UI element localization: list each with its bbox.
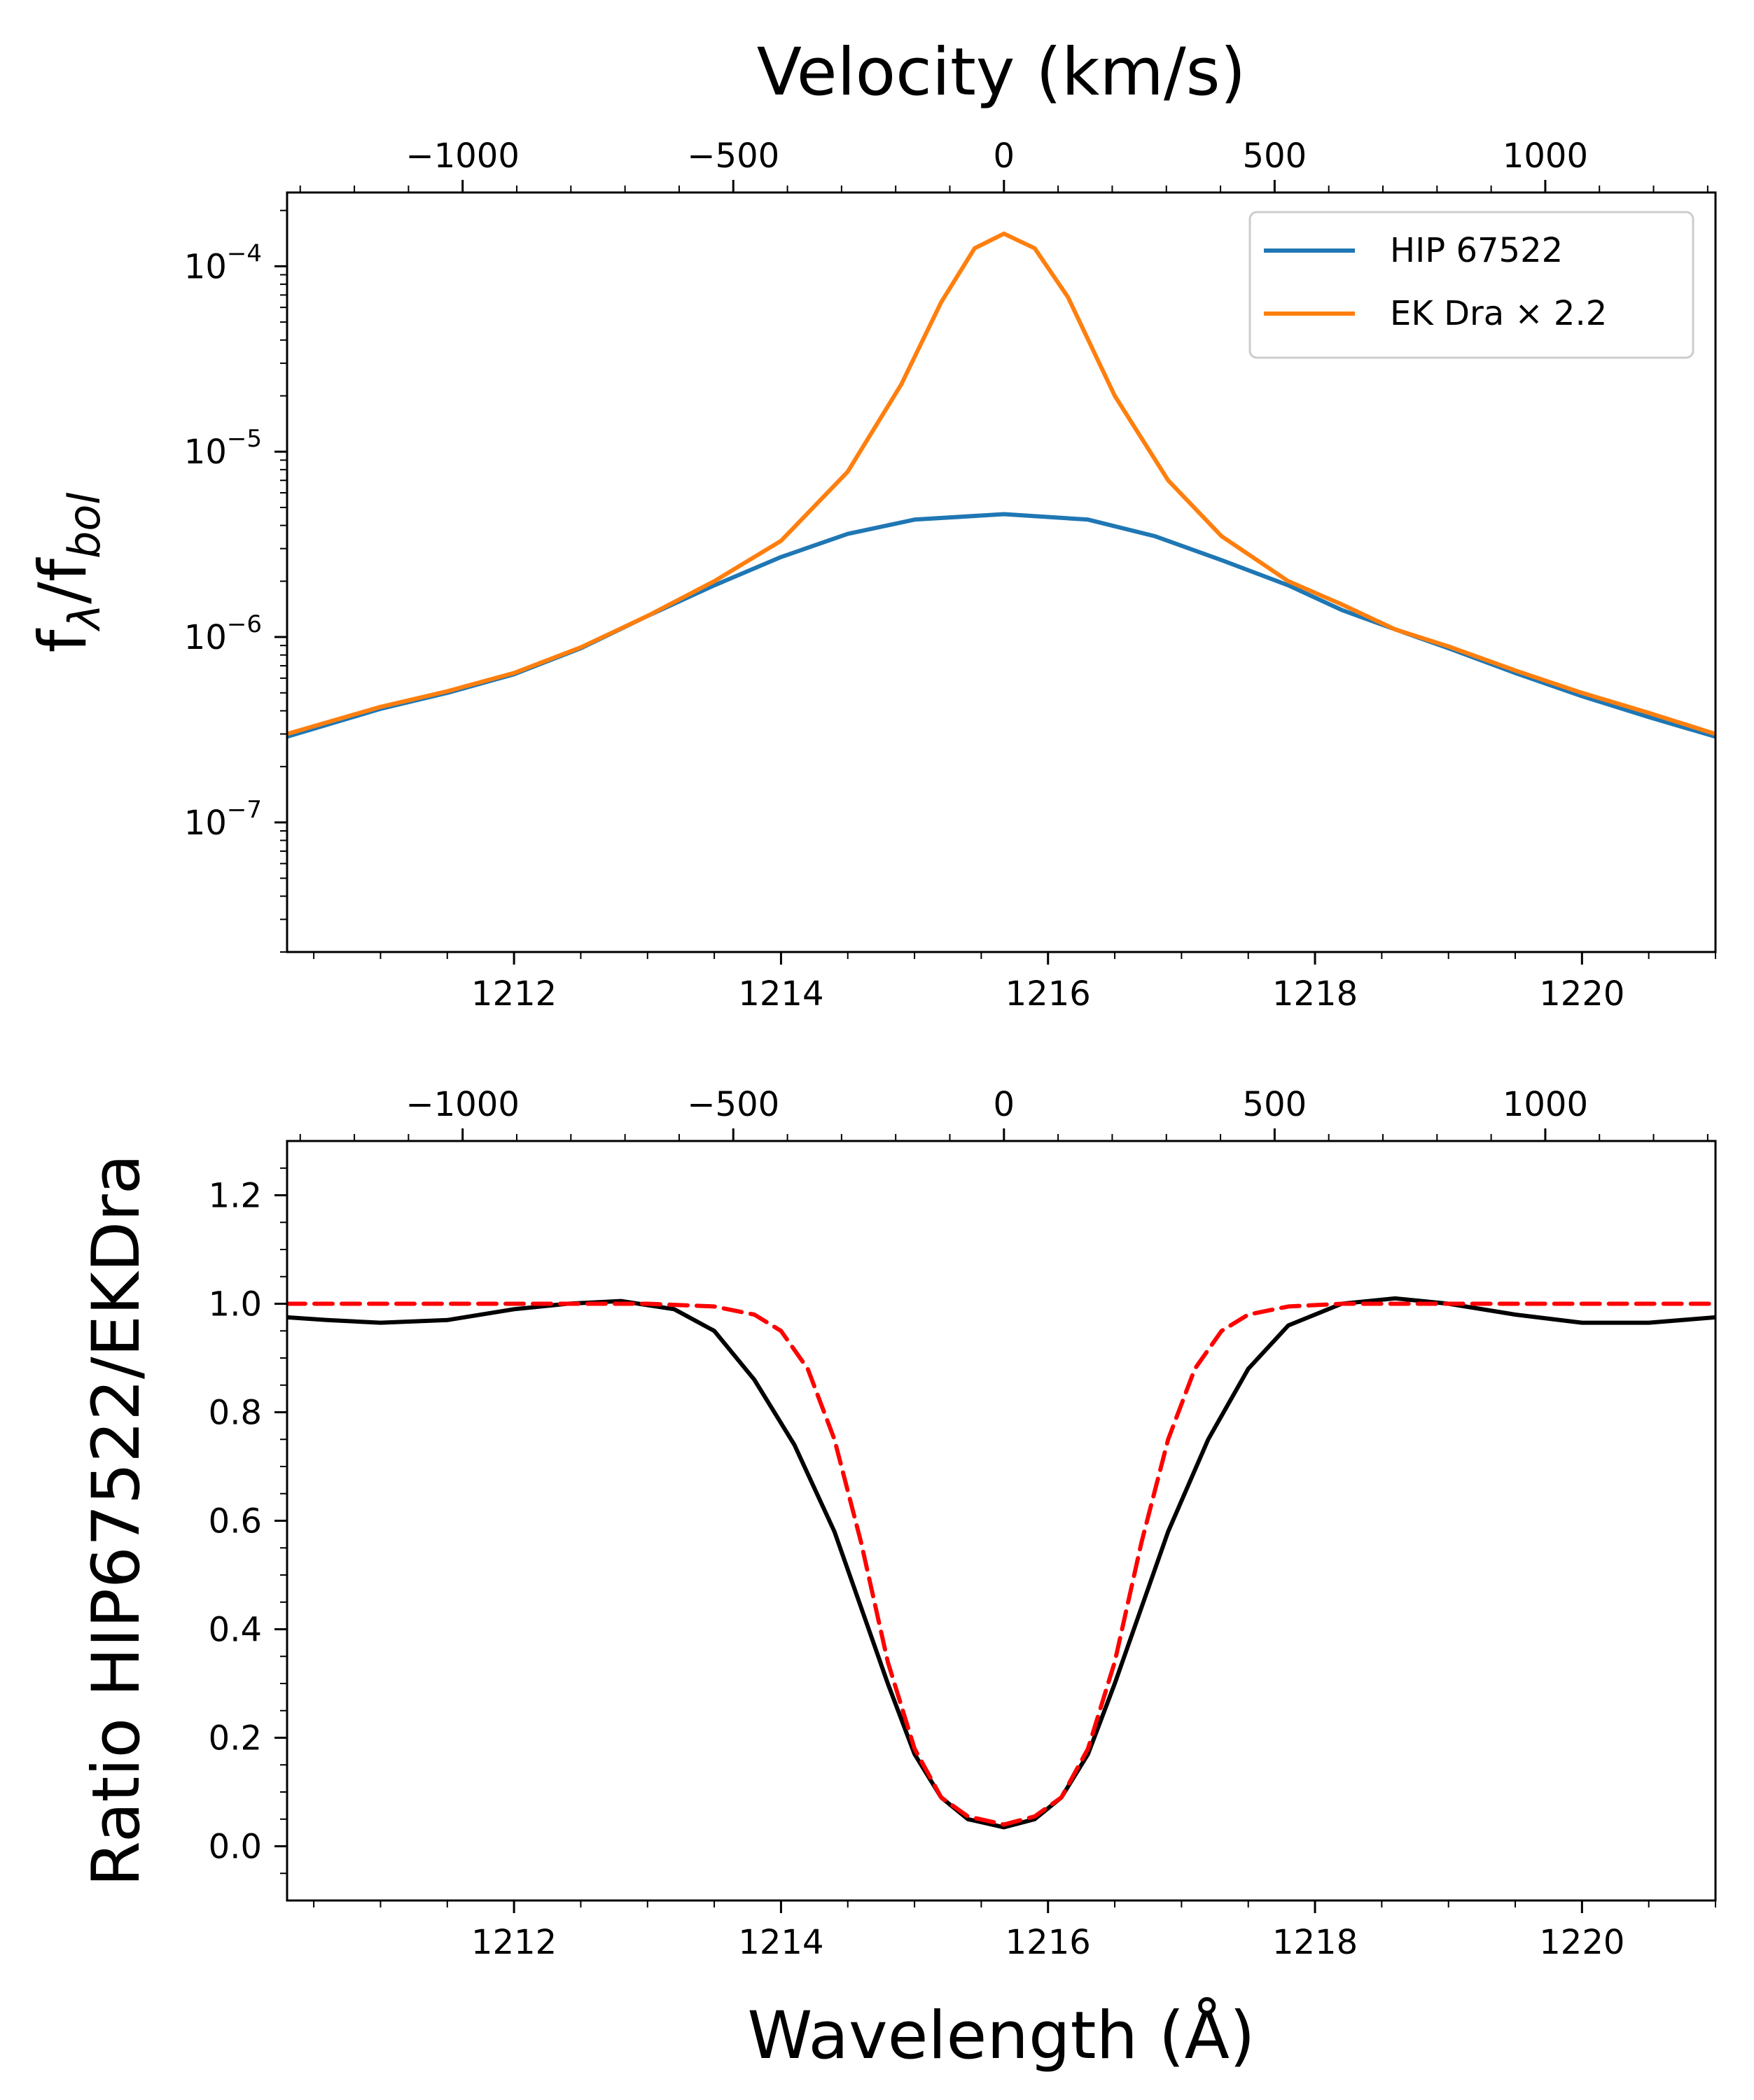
legend-box (1248, 211, 1694, 359)
bottom-panel: 1212 1214 1216 1218 1220 −1000 −500 0 500 1000 0.0… (78, 1085, 1717, 2074)
bottom-series-line-model (287, 1301, 1715, 1827)
bottom-xtick-label-1212: 1212 (471, 1923, 557, 1962)
bottom-panel-ticks (274, 1128, 1716, 1913)
bottom-xtick-label-1214: 1214 (738, 1923, 823, 1962)
top-panel-ticks (274, 180, 1716, 965)
bottom-velocity-tick-label-0: 0 (994, 1085, 1015, 1124)
top-ytick-label-3: 10−4 (184, 239, 262, 286)
bottom-velocity-tick-label--1000: −1000 (406, 1085, 520, 1124)
bottom-ytick-label-2: 0.4 (209, 1611, 262, 1650)
top-plot-frame (286, 191, 1717, 953)
top-plot-lines (287, 231, 1715, 739)
top-velocity-tick-label--1000: −1000 (406, 136, 520, 176)
bottom-ytick-label-0: 0.0 (209, 1828, 262, 1867)
top-ytick-label-2: 10−5 (184, 425, 262, 472)
top-panel-tick-labels: 1212 1214 1216 1218 1220 −1000 −500 0 500 1000 10−… (184, 136, 1625, 1014)
top-ytick-label-0: 10−7 (184, 796, 262, 843)
bottom-panel-tick-labels: 1212 1214 1216 1218 1220 −1000 −500 0 500 1000 0.0… (209, 1085, 1625, 1962)
bottom-velocity-tick-label--500: −500 (687, 1085, 779, 1124)
bottom-ytick-label-4: 0.8 (209, 1394, 262, 1433)
bottom-xtick-label-1218: 1218 (1272, 1923, 1358, 1962)
legend-label-ek-dra: EK Dra × 2.2 (1390, 294, 1607, 333)
top-velocity-tick-label--500: −500 (687, 136, 779, 176)
bottom-ytick-label-3: 0.6 (209, 1502, 262, 1541)
top-xtick-label-1218: 1218 (1272, 974, 1358, 1014)
top-velocity-axis-title: Velocity (km/s) (757, 34, 1246, 111)
bottom-plot-lines (287, 1296, 1715, 1830)
bottom-ytick-label-6: 1.2 (209, 1177, 262, 1216)
top-series-line-ek-dra-2-2 (287, 231, 1715, 736)
top-xtick-label-1212: 1212 (471, 974, 557, 1014)
bottom-ytick-label-5: 1.0 (209, 1285, 262, 1324)
bottom-ytick-label-1: 0.2 (209, 1719, 262, 1758)
bottom-y-axis-title: Ratio HIP67522/EKDra (78, 1154, 155, 1887)
legend: HIP 67522 EK Dra × 2.2 (1248, 211, 1694, 359)
top-xtick-label-1214: 1214 (738, 974, 823, 1014)
top-xtick-label-1220: 1220 (1539, 974, 1624, 1014)
bottom-xtick-label-1220: 1220 (1539, 1923, 1624, 1962)
top-velocity-tick-label-0: 0 (994, 136, 1015, 176)
bottom-xtick-label-1216: 1216 (1005, 1923, 1091, 1962)
bottom-velocity-tick-label-1000: 1000 (1503, 1085, 1588, 1124)
bottom-velocity-tick-label-500: 500 (1243, 1085, 1307, 1124)
bottom-plot-frame (286, 1140, 1717, 1902)
top-panel: 1212 1214 1216 1218 1220 −1000 −500 0 500 1000 10−… (25, 34, 1717, 1014)
top-xtick-label-1216: 1216 (1005, 974, 1091, 1014)
bottom-x-axis-title: Wavelength (Å) (747, 1996, 1255, 2074)
top-y-axis-title: fλ/fbol (25, 492, 110, 652)
top-velocity-tick-label-500: 500 (1243, 136, 1307, 176)
legend-label-hip-67522: HIP 67522 (1390, 231, 1563, 270)
top-ytick-label-1: 10−6 (184, 610, 262, 657)
top-velocity-tick-label-1000: 1000 (1503, 136, 1588, 176)
